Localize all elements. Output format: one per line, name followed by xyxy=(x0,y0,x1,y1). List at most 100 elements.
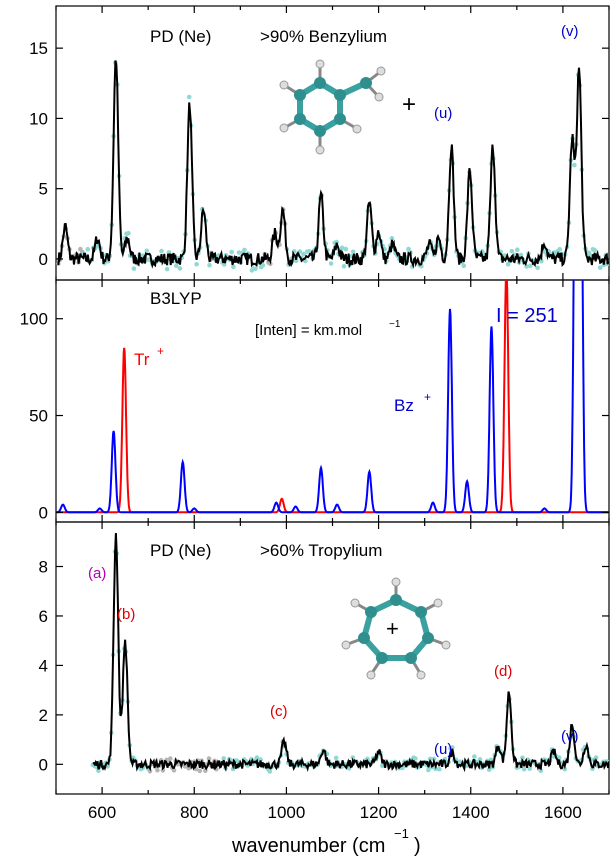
data-point xyxy=(301,251,306,257)
data-point xyxy=(556,755,562,760)
data-point xyxy=(472,754,477,759)
data-point xyxy=(197,768,203,774)
tropylium-molecule-icon xyxy=(341,577,451,680)
data-point xyxy=(597,265,603,270)
x-tick-label: 1200 xyxy=(360,803,398,822)
top-peak-v-label: (v) xyxy=(561,23,579,40)
data-point xyxy=(147,769,153,774)
data-point xyxy=(406,246,411,252)
measured-spectrum-line xyxy=(57,60,609,269)
x-axis-label-sup: −1 xyxy=(394,826,409,841)
data-point xyxy=(253,266,258,272)
data-point xyxy=(343,246,349,252)
data-point xyxy=(427,756,433,762)
data-point xyxy=(96,768,101,773)
data-point xyxy=(350,249,356,255)
data-point xyxy=(144,248,150,254)
data-point xyxy=(168,756,173,761)
data-point xyxy=(486,767,492,772)
bottom-panel-frame xyxy=(55,521,610,795)
tropylium-calc-sup: + xyxy=(157,344,164,358)
data-point xyxy=(593,755,599,760)
data-point xyxy=(527,263,533,269)
data-point xyxy=(592,247,597,253)
data-point xyxy=(221,756,226,761)
benzylium-molecule-icon xyxy=(279,59,386,155)
data-point xyxy=(515,247,520,252)
data-point xyxy=(350,755,356,760)
data-point xyxy=(539,258,544,264)
data-point xyxy=(538,768,544,773)
data-point xyxy=(509,248,515,254)
data-point xyxy=(160,768,166,773)
tropylium-calc-label: Tr xyxy=(134,350,150,369)
bottom-peak-u-label: (u) xyxy=(434,741,452,758)
calc-spectrum-series-1 xyxy=(56,280,609,514)
data-point xyxy=(229,249,234,255)
data-point xyxy=(171,768,177,773)
bottom-peak-d-label: (d) xyxy=(494,663,512,680)
data-point xyxy=(194,262,199,267)
data-point xyxy=(207,262,212,268)
data-point xyxy=(164,266,170,272)
y-tick-label: 0 xyxy=(39,250,48,269)
x-tick-label: 600 xyxy=(88,803,116,822)
data-point xyxy=(426,767,431,773)
intensity-units-label: [Inten] = km.mol xyxy=(255,322,362,339)
data-point xyxy=(450,745,455,750)
y-tick-label: 15 xyxy=(29,39,48,58)
y-tick-label: 0 xyxy=(39,755,48,774)
data-point xyxy=(186,94,192,100)
data-point xyxy=(131,266,137,271)
data-point xyxy=(177,266,183,271)
data-point xyxy=(413,756,418,761)
data-point xyxy=(461,263,467,269)
bottom-peak-b-label: (b) xyxy=(117,606,135,623)
data-point xyxy=(521,766,527,772)
data-point xyxy=(527,766,532,771)
panel-plot-area xyxy=(90,533,609,774)
panel-plot-area xyxy=(56,60,609,273)
top-panel-fraction: >90% Benzylium xyxy=(260,27,387,46)
data-point xyxy=(242,247,247,253)
data-point xyxy=(535,265,540,271)
tropylium-charge: + xyxy=(386,616,399,641)
x-tick-label: 800 xyxy=(180,803,208,822)
x-axis-label: wavenumber (cm xyxy=(231,835,385,857)
data-point xyxy=(230,766,236,772)
y-tick-label: 50 xyxy=(29,407,48,426)
data-point xyxy=(231,264,236,270)
data-point xyxy=(572,162,577,168)
y-tick-label: 8 xyxy=(39,558,48,577)
data-point xyxy=(186,766,191,771)
y-tick-label: 6 xyxy=(39,607,48,626)
data-point xyxy=(221,262,227,267)
data-point xyxy=(477,757,483,762)
data-point xyxy=(85,246,91,252)
data-point xyxy=(524,264,529,269)
data-point xyxy=(268,261,273,267)
data-point xyxy=(341,264,347,269)
data-point xyxy=(557,247,562,252)
benzylium-calc-sup: + xyxy=(424,390,431,404)
data-point xyxy=(365,756,370,762)
data-point xyxy=(293,258,299,264)
x-tick-label: 1600 xyxy=(544,803,582,822)
x-axis-label-close: ) xyxy=(414,835,421,857)
data-point xyxy=(328,261,334,266)
benzylium-calc-label: Bz xyxy=(394,396,414,415)
data-point xyxy=(562,766,568,772)
data-point xyxy=(505,262,511,267)
x-tick-label: 1000 xyxy=(268,803,306,822)
benzylium-charge: + xyxy=(402,91,416,118)
y-tick-label: 2 xyxy=(39,706,48,725)
y-tick-label: 0 xyxy=(39,503,48,522)
bottom-panel-fraction: >60% Tropylium xyxy=(260,541,382,560)
bottom-peak-v-label: (v) xyxy=(561,728,579,745)
data-point xyxy=(520,755,525,761)
data-point xyxy=(126,231,131,236)
data-point xyxy=(333,755,339,761)
data-point xyxy=(159,248,164,254)
data-point xyxy=(174,263,179,269)
